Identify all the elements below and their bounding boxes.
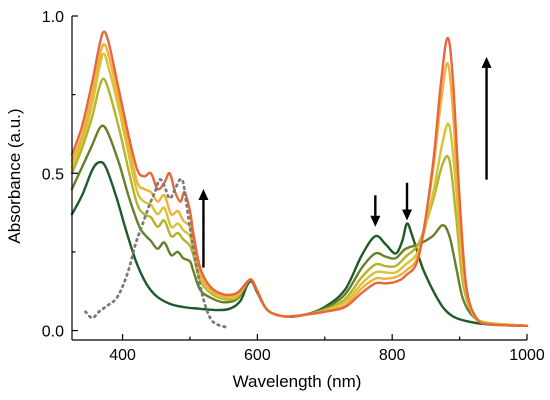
y-tick-label: 0.0	[42, 324, 64, 341]
series-line-6	[70, 30, 529, 327]
axes-layer: 400 600 800 1000 0.0 0.5 1.0	[42, 9, 545, 364]
trend-arrow-up-4	[481, 56, 492, 180]
y-tick-label: 0.5	[42, 166, 64, 183]
series-dotted-line	[84, 177, 229, 329]
y-tick-label: 1.0	[42, 9, 64, 26]
x-tick-label: 600	[244, 347, 271, 364]
x-tick-label: 400	[109, 347, 136, 364]
trend-arrow-down-3	[402, 182, 413, 221]
trend-arrow-down-2	[370, 195, 381, 227]
annotation-layer	[198, 56, 492, 268]
trend-arrow-up-1	[198, 189, 209, 268]
x-tick-label: 800	[379, 347, 406, 364]
x-tick-label: 1000	[509, 347, 545, 364]
x-axis-title: Wavelength (nm)	[233, 372, 362, 391]
series-layer	[70, 30, 529, 329]
y-axis-title: Absorbance (a.u.)	[5, 108, 24, 243]
